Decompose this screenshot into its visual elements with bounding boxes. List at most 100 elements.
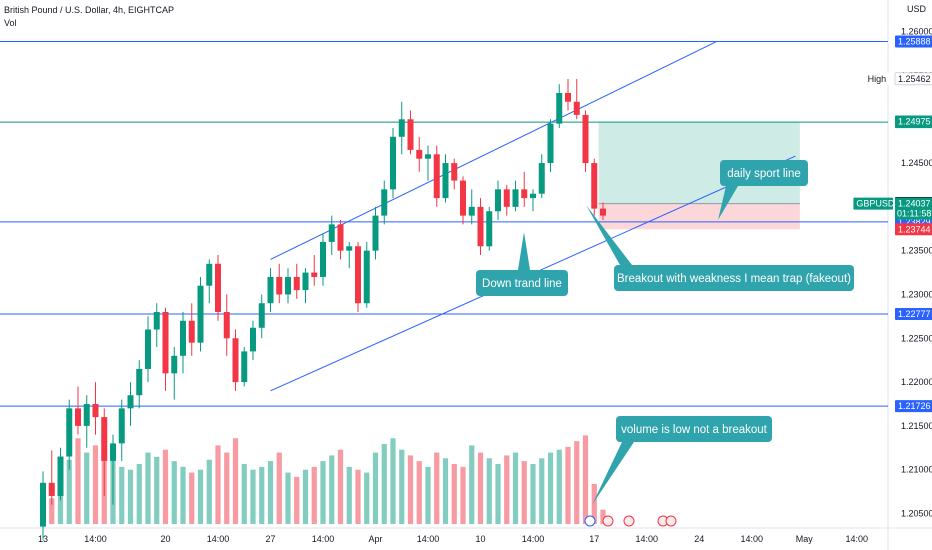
volume-bar (399, 449, 405, 524)
time-tick-label: Apr (368, 534, 382, 544)
volume-bar (66, 459, 72, 524)
volume-bar (477, 452, 484, 524)
price-tick-label: 1.24500 (901, 158, 932, 168)
candle-body (512, 189, 519, 207)
candle-body (337, 224, 344, 251)
volume-bar (504, 455, 510, 524)
candle-body (390, 136, 396, 190)
callout-pointer (718, 186, 738, 220)
candle-body (425, 154, 431, 159)
time-tick-label: 14:00 (635, 534, 658, 544)
volume-bar (180, 466, 186, 524)
volume-bar (311, 466, 317, 524)
volume-bar (600, 509, 606, 524)
volume-bar (276, 452, 282, 524)
price-badge (895, 115, 932, 128)
volume-bar (285, 472, 291, 524)
volume-bar (372, 452, 379, 524)
volume-bar (355, 469, 361, 524)
candle-body (48, 482, 55, 496)
candle-body (293, 276, 300, 291)
volume-bar (486, 458, 492, 524)
candle-body (460, 180, 466, 216)
volume-bar (539, 458, 545, 524)
candle-body (127, 395, 134, 409)
candle-body (328, 224, 335, 242)
candle-body (75, 408, 81, 426)
volume-bar (215, 445, 221, 524)
volume-bar (250, 469, 256, 524)
callout-box (476, 270, 568, 296)
volume-bar (407, 455, 414, 524)
candle-body (206, 263, 213, 286)
time-tick-label: 14:00 (845, 534, 868, 544)
volume-bar (434, 452, 440, 524)
candle-body (311, 272, 318, 277)
candle-body (538, 163, 545, 194)
candle-body (556, 92, 563, 124)
candle-body (407, 119, 414, 150)
volume-bar (512, 452, 519, 524)
volume-bar (469, 445, 475, 524)
volume-bar (329, 455, 335, 524)
countdown-label: 01:11:58 (897, 209, 931, 219)
volume-bar (92, 445, 99, 524)
candle-body (486, 211, 493, 247)
volume-bar (547, 452, 554, 524)
candle-body (232, 338, 239, 383)
candle-body (40, 482, 46, 527)
price-badge-tag-label: High (868, 74, 887, 84)
price-tick-label: 1.22000 (901, 377, 932, 387)
volume-bar (460, 466, 466, 524)
callout-pointer (586, 205, 632, 265)
candle-body (57, 456, 64, 496)
volume-bar (582, 435, 589, 524)
trend-line (270, 41, 717, 260)
volume-bar (556, 449, 562, 524)
price-tick-label: 1.23500 (901, 246, 932, 256)
candle-body (66, 408, 73, 457)
candle-body (110, 443, 116, 461)
event-marker-icon (665, 515, 677, 527)
time-tick-label: 27 (265, 534, 275, 544)
time-tick-label: 14:00 (417, 534, 440, 544)
volume-bar (364, 472, 370, 524)
candle-body (118, 408, 125, 444)
volume-bar (145, 452, 151, 524)
volume-bar (346, 466, 352, 524)
volume-bar (267, 461, 274, 524)
level-price-label: 1.25888 (898, 36, 931, 46)
price-tick-label: 1.21000 (901, 465, 932, 475)
volume-bar (119, 466, 125, 524)
candle-body (153, 311, 160, 330)
volume-bar (302, 469, 309, 524)
price-badge-tag-label: GBPUSD (856, 199, 895, 209)
indicator-label: Vol (4, 18, 17, 28)
chart-title: British Pound / U.S. Dollar, 4h, EIGHTCA… (4, 5, 175, 15)
price-badge (895, 223, 932, 236)
volume-bar (591, 484, 597, 524)
candle-body (503, 189, 510, 207)
event-marker-icon (623, 515, 635, 527)
callout-text: Breakout with weakness I mean trap (fake… (617, 273, 851, 285)
candle-body (250, 327, 256, 352)
volume-bar (75, 438, 81, 524)
currency-label: USD (906, 4, 926, 14)
volume-bar (232, 438, 239, 524)
price-tick-label: 1.26000 (901, 27, 932, 37)
volume-bar (162, 449, 169, 524)
time-tick-label: 14:00 (312, 534, 335, 544)
candle-body (573, 101, 580, 115)
candle-body (83, 403, 90, 426)
callout-box (720, 160, 808, 186)
volume-bar (425, 466, 431, 524)
time-tick-label: 14:00 (522, 534, 545, 544)
candle-body (363, 250, 370, 304)
volume-bar (259, 466, 265, 524)
event-marker-icon (584, 515, 596, 527)
volume-bar (206, 459, 212, 524)
callout-pointer (518, 232, 530, 270)
price-badge (895, 197, 932, 220)
